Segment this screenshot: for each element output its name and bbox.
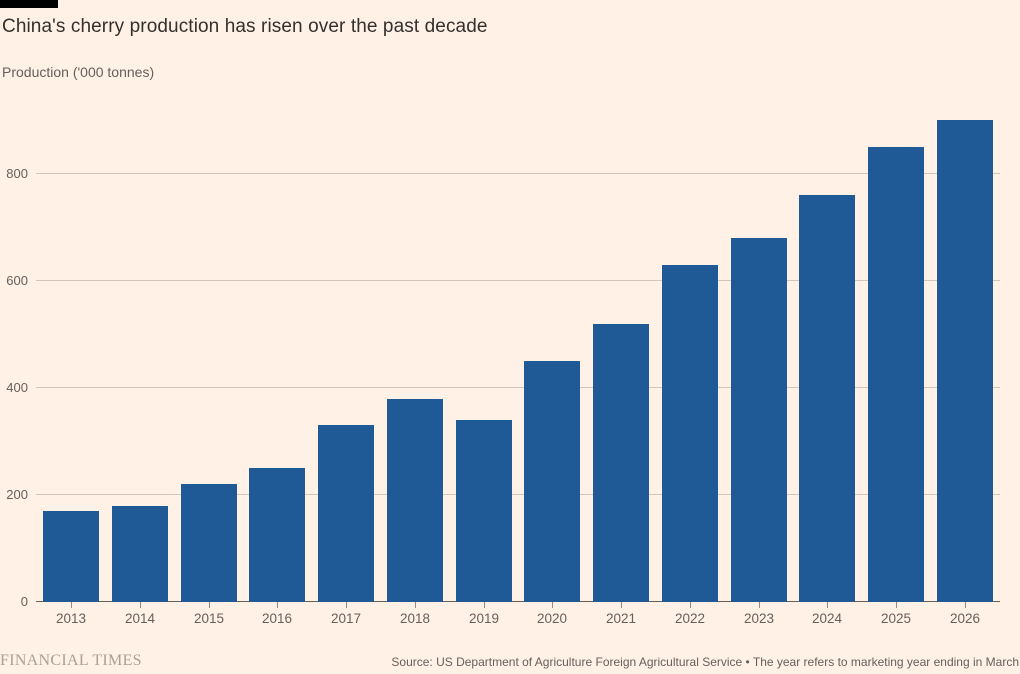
bar-2017 [318,425,374,602]
bar-2024 [799,195,855,602]
x-tick-label-2015: 2015 [193,611,225,626]
x-tick-label-2022: 2022 [674,611,706,626]
y-tick-label-400: 400 [6,380,28,395]
x-tick-2023 [759,602,760,608]
x-tick-label-2026: 2026 [949,611,981,626]
x-tick-label-2024: 2024 [811,611,843,626]
y-tick-label-800: 800 [6,166,28,181]
bar-2025 [868,147,924,602]
bar-2019 [456,420,512,602]
bar-2023 [731,238,787,602]
gridline-400 [36,387,1000,388]
y-tick-label-600: 600 [6,273,28,288]
x-tick-2020 [552,602,553,608]
x-tick-2013 [71,602,72,608]
bar-2021 [593,324,649,602]
x-tick-2021 [621,602,622,608]
bar-2022 [662,265,718,602]
x-tick-2022 [690,602,691,608]
x-tick-label-2017: 2017 [330,611,362,626]
x-tick-label-2019: 2019 [468,611,500,626]
bar-2013 [43,511,99,602]
x-tick-2017 [346,602,347,608]
x-tick-2018 [415,602,416,608]
gridline-800 [36,173,1000,174]
x-tick-label-2018: 2018 [399,611,431,626]
bar-2015 [181,484,237,602]
chart-y-axis-unit-label: Production ('000 tonnes) [2,64,155,80]
x-tick-2026 [965,602,966,608]
x-tick-2015 [209,602,210,608]
x-tick-2019 [484,602,485,608]
x-tick-label-2014: 2014 [124,611,156,626]
chart-title: China's cherry production has risen over… [2,16,488,37]
x-tick-label-2020: 2020 [536,611,568,626]
x-tick-label-2013: 2013 [55,611,87,626]
x-tick-label-2021: 2021 [605,611,637,626]
bar-2026 [937,120,993,602]
ft-top-rule [0,0,58,8]
gridline-200 [36,494,1000,495]
x-tick-label-2025: 2025 [880,611,912,626]
y-tick-label-200: 200 [6,487,28,502]
gridline-600 [36,280,1000,281]
y-tick-label-0: 0 [20,594,28,609]
bar-2018 [387,399,443,602]
ft-wordmark: FINANCIAL TIMES [0,652,142,669]
x-tick-label-2023: 2023 [743,611,775,626]
x-tick-2024 [827,602,828,608]
x-axis-line [36,601,1000,602]
x-tick-2014 [140,602,141,608]
bar-2016 [249,468,305,602]
x-tick-2016 [277,602,278,608]
x-tick-label-2016: 2016 [261,611,293,626]
bar-2014 [112,506,168,602]
source-note: Source: US Department of Agriculture For… [391,655,1019,669]
bar-2020 [524,361,580,602]
x-tick-2025 [896,602,897,608]
plot-area: 0 200 400 600 800 2013 2014 2015 2016 2017 2018 201… [0,95,1020,626]
